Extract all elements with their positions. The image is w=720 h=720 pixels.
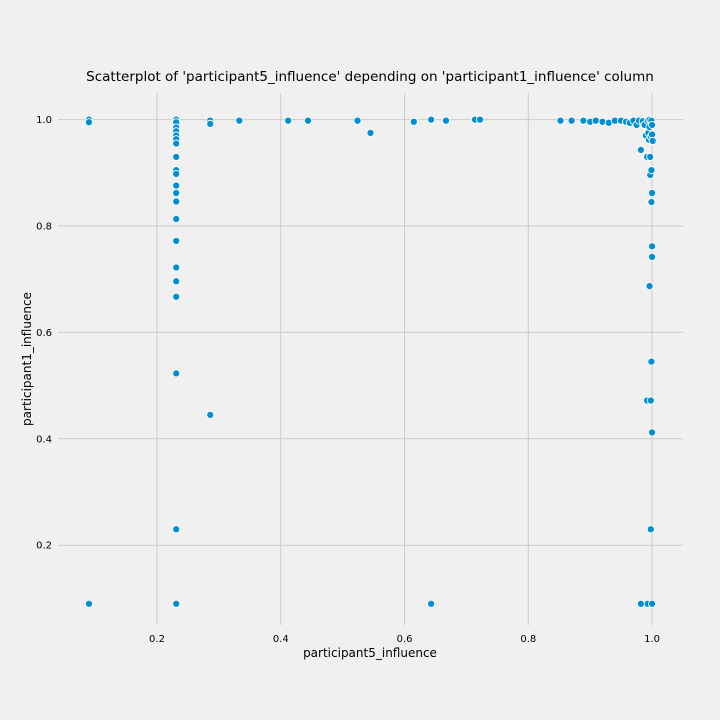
scatter-point xyxy=(172,188,181,198)
x-axis-label: participant5_influence xyxy=(303,646,437,660)
scatter-point xyxy=(172,599,181,608)
scatter-point xyxy=(636,599,645,608)
scatter-point xyxy=(648,252,657,261)
scatter-point xyxy=(648,428,657,437)
scatter-point xyxy=(648,188,657,198)
scatter-point xyxy=(366,128,375,137)
scatter-point xyxy=(206,119,215,128)
scatter-point xyxy=(647,357,656,366)
scatter-point xyxy=(172,197,181,206)
scatter-point xyxy=(235,116,244,125)
scatter-point xyxy=(427,599,436,608)
x-tick-label: 0.6 xyxy=(397,634,413,645)
scatter-point xyxy=(636,145,645,154)
scatter-point xyxy=(172,169,181,178)
x-tick-label: 0.4 xyxy=(273,634,289,645)
scatter-point xyxy=(172,181,181,190)
scatter-point xyxy=(646,525,655,534)
scatter-point xyxy=(648,136,657,145)
scatter-point xyxy=(645,282,654,291)
scatter-point xyxy=(206,410,215,419)
scatter-point xyxy=(646,152,655,161)
scatter-point xyxy=(427,115,436,124)
y-tick-label: 0.8 xyxy=(36,222,52,233)
scatter-point xyxy=(84,599,93,608)
y-tick-label: 0.2 xyxy=(36,541,52,552)
scatter-point xyxy=(284,116,293,125)
scatter-point xyxy=(172,277,181,286)
scatter-point xyxy=(646,396,655,405)
scatter-point xyxy=(567,116,576,125)
scatter-point xyxy=(172,292,181,301)
scatter-point xyxy=(409,117,418,126)
scatter-point xyxy=(172,236,181,245)
scatter-point xyxy=(579,116,588,125)
scatter-point xyxy=(441,116,451,125)
grid-layer xyxy=(58,93,683,625)
scatter-point xyxy=(648,120,657,129)
scatter-point xyxy=(648,242,657,251)
y-axis-label: participant1_influence xyxy=(20,292,34,426)
scatter-point xyxy=(475,115,485,124)
points-layer xyxy=(84,115,657,608)
x-tick-label: 0.8 xyxy=(520,634,536,645)
scatter-point xyxy=(303,116,313,125)
chart-title: Scatterplot of 'participant5_influence' … xyxy=(86,69,654,85)
scatter-point xyxy=(647,198,656,207)
x-tick-label: 1.0 xyxy=(644,634,660,645)
ticks-layer: 0.2 0.4 0.6 0.8 1.0 0.2 0.4 0.6 0.8 1.0 xyxy=(36,115,660,645)
scatter-point xyxy=(353,116,362,125)
x-tick-label: 0.2 xyxy=(149,634,165,645)
scatter-point xyxy=(591,116,600,125)
y-tick-label: 0.4 xyxy=(36,434,52,445)
scatter-point xyxy=(172,139,181,148)
scatter-point xyxy=(172,215,181,224)
scatter-point xyxy=(172,525,181,534)
scatter-point xyxy=(556,116,565,125)
y-tick-label: 1.0 xyxy=(36,115,52,126)
scatter-point xyxy=(172,152,181,161)
scatter-point xyxy=(647,166,656,175)
y-tick-label: 0.6 xyxy=(36,328,52,339)
scatter-point xyxy=(172,369,181,378)
scatter-point xyxy=(172,263,181,272)
scatter-point xyxy=(648,599,657,608)
scatter-point xyxy=(84,118,93,127)
